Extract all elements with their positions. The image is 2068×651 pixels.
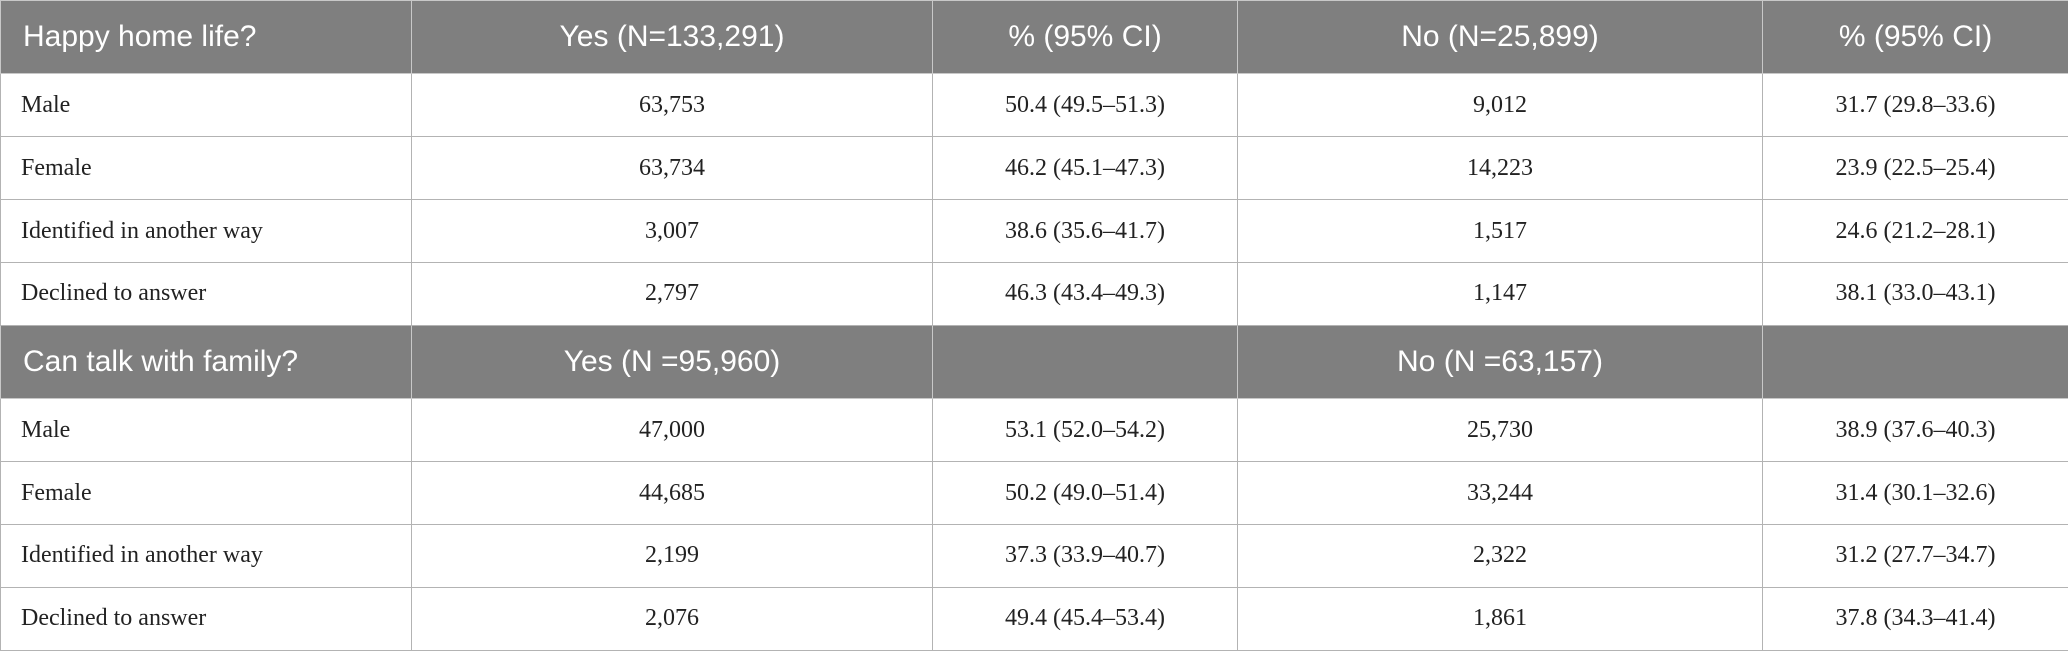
header-cell: Yes (N=133,291) xyxy=(411,0,933,75)
row-label: Male xyxy=(0,398,412,463)
row-label: Identified in another way xyxy=(0,199,412,264)
data-cell: 49.4 (45.4–53.4) xyxy=(932,586,1238,651)
data-cell: 53.1 (52.0–54.2) xyxy=(932,398,1238,463)
data-cell: 37.3 (33.9–40.7) xyxy=(932,524,1238,588)
data-row: Identified in another way 2,199 37.3 (33.9… xyxy=(0,524,2068,588)
data-cell: 2,322 xyxy=(1237,524,1763,588)
data-cell: 3,007 xyxy=(411,199,933,264)
data-row: Female 44,685 50.2 (49.0–51.4) 33,244 31.4 (… xyxy=(0,461,2068,526)
header-cell: % (95% CI) xyxy=(1762,0,2068,75)
data-row: Female 63,734 46.2 (45.1–47.3) 14,223 23.9 (… xyxy=(0,136,2068,201)
data-row: Male 63,753 50.4 (49.5–51.3) 9,012 31.7 (29.… xyxy=(0,73,2068,138)
row-label: Declined to answer xyxy=(0,586,412,651)
data-cell: 38.6 (35.6–41.7) xyxy=(932,199,1238,264)
data-cell: 23.9 (22.5–25.4) xyxy=(1762,136,2068,201)
row-label: Female xyxy=(0,136,412,201)
data-cell: 46.2 (45.1–47.3) xyxy=(932,136,1238,201)
header-row: Happy home life? Yes (N=133,291)% (95% CI… xyxy=(0,0,2068,75)
data-cell: 33,244 xyxy=(1237,461,1763,526)
data-cell: 1,861 xyxy=(1237,586,1763,651)
data-cell: 38.1 (33.0–43.1) xyxy=(1762,262,2068,326)
data-cell: 14,223 xyxy=(1237,136,1763,201)
header-cell xyxy=(932,324,1238,400)
data-cell: 31.7 (29.8–33.6) xyxy=(1762,73,2068,138)
data-row: Identified in another way 3,007 38.6 (35.6… xyxy=(0,199,2068,264)
data-cell: 2,797 xyxy=(411,262,933,326)
data-cell: 46.3 (43.4–49.3) xyxy=(932,262,1238,326)
header-row: Can talk with family? Yes (N =95,960) No (… xyxy=(0,324,2068,400)
header-cell xyxy=(1762,324,2068,400)
header-cell: No (N=25,899) xyxy=(1237,0,1763,75)
header-cell: No (N =63,157) xyxy=(1237,324,1763,400)
row-label: Male xyxy=(0,73,412,138)
header-cell: Can talk with family? xyxy=(0,324,412,400)
data-row: Male 47,000 53.1 (52.0–54.2) 25,730 38.9 (37… xyxy=(0,398,2068,463)
data-cell: 2,199 xyxy=(411,524,933,588)
data-row: Declined to answer 2,076 49.4 (45.4–53.4) 1… xyxy=(0,586,2068,651)
data-cell: 44,685 xyxy=(411,461,933,526)
data-cell: 50.4 (49.5–51.3) xyxy=(932,73,1238,138)
data-cell: 24.6 (21.2–28.1) xyxy=(1762,199,2068,264)
data-cell: 37.8 (34.3–41.4) xyxy=(1762,586,2068,651)
header-cell: Yes (N =95,960) xyxy=(411,324,933,400)
row-label: Female xyxy=(0,461,412,526)
data-cell: 31.4 (30.1–32.6) xyxy=(1762,461,2068,526)
data-cell: 31.2 (27.7–34.7) xyxy=(1762,524,2068,588)
data-cell: 63,734 xyxy=(411,136,933,201)
row-label: Declined to answer xyxy=(0,262,412,326)
header-cell: % (95% CI) xyxy=(932,0,1238,75)
data-cell: 63,753 xyxy=(411,73,933,138)
data-cell: 1,147 xyxy=(1237,262,1763,326)
data-cell: 9,012 xyxy=(1237,73,1763,138)
data-cell: 1,517 xyxy=(1237,199,1763,264)
data-cell: 2,076 xyxy=(411,586,933,651)
data-row: Declined to answer 2,797 46.3 (43.4–49.3) 1… xyxy=(0,262,2068,326)
row-label: Identified in another way xyxy=(0,524,412,588)
data-cell: 25,730 xyxy=(1237,398,1763,463)
data-cell: 38.9 (37.6–40.3) xyxy=(1762,398,2068,463)
header-cell: Happy home life? xyxy=(0,0,412,75)
data-cell: 50.2 (49.0–51.4) xyxy=(932,461,1238,526)
data-cell: 47,000 xyxy=(411,398,933,463)
